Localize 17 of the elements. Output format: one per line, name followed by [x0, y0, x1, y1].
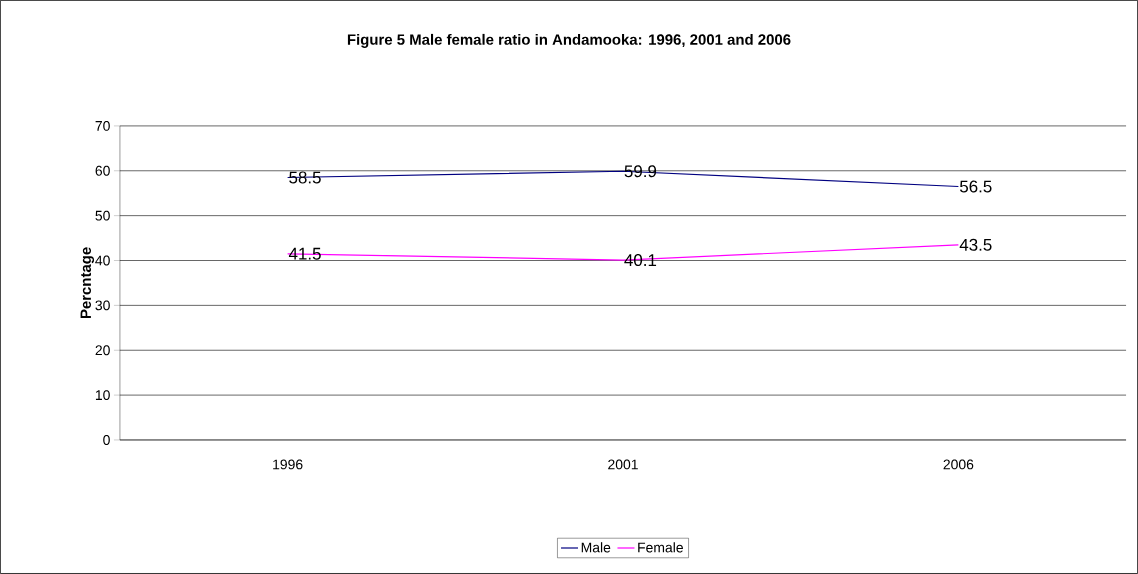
- legend-label: Female: [638, 542, 683, 553]
- data-label: 56.5: [959, 180, 992, 193]
- y-tick-label: 10: [95, 390, 110, 401]
- x-tick-label: 2006: [943, 459, 974, 470]
- legend-label: Male: [581, 542, 611, 553]
- chart-title: Figure 5 Male female ratio in Andamooka: 1996, 2001 and 2006: [347, 33, 791, 48]
- y-tick-label: 20: [95, 345, 110, 356]
- y-axis-title: Percntage: [80, 247, 95, 319]
- y-tick-label: 40: [95, 255, 110, 266]
- y-tick-label: 50: [95, 210, 110, 221]
- y-tick-label: 30: [95, 300, 110, 311]
- data-label: 43.5: [959, 238, 992, 251]
- x-tick-label: 2001: [608, 459, 638, 470]
- x-tick-label: 1996: [273, 459, 303, 470]
- y-tick-label: 70: [95, 121, 110, 131]
- y-tick-label: 0: [103, 435, 110, 445]
- y-tick-label: 60: [95, 165, 110, 176]
